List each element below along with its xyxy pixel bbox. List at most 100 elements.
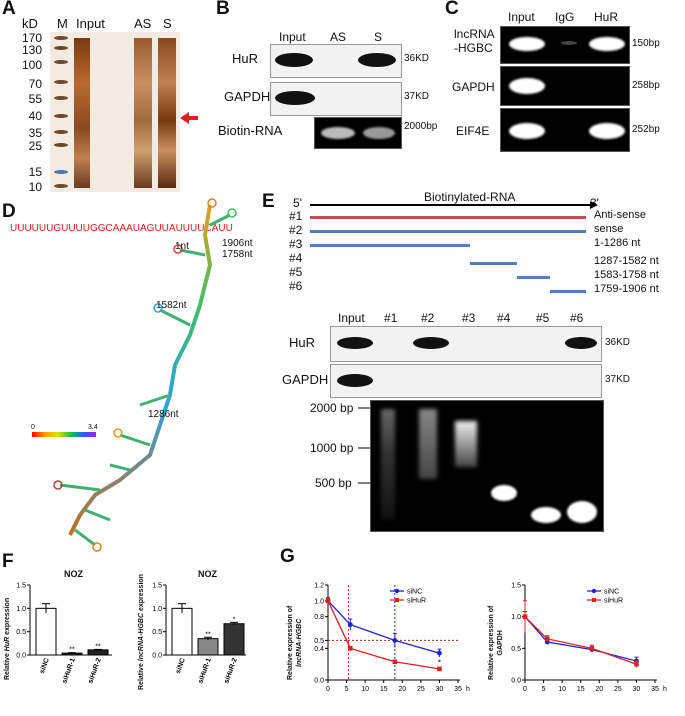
c-row-gapdh: GAPDH — [452, 80, 495, 94]
y-tick-label: 0.0 — [152, 653, 162, 660]
g1-ylabel-line1: Relative expression of — [287, 605, 294, 680]
y-tick-label: 1.0 — [314, 598, 324, 605]
g2-line-chart: 0.0 0.5 1.0 1.5 0 5 10 15 20 25 30 35 h siNC siHuR — [511, 583, 667, 694]
marker-70: 70 — [28, 77, 42, 91]
f2-bar-chart: 0.0 0.5 1.0 1.5 siNC ** siHuR-1 * siHuR-2 — [152, 583, 246, 685]
construct-id: #2 — [289, 223, 303, 237]
construct-id: #5 — [289, 265, 303, 279]
legend-marker — [592, 598, 596, 602]
bar — [223, 623, 245, 656]
panel-b-label: B — [216, 0, 230, 19]
marker-100: 100 — [21, 58, 42, 72]
marker-10: 10 — [28, 180, 42, 194]
marker-40: 40 — [28, 109, 42, 123]
data-point — [437, 650, 442, 656]
x-tick-label: 0 — [326, 686, 330, 693]
x-tick-label: 20 — [398, 686, 406, 693]
b-biotin-rna-size: 2000bp — [404, 121, 438, 132]
c-lane-igg: IgG — [555, 10, 575, 24]
ladder-2000bp: 2000 bp — [310, 401, 354, 415]
annot-1nt: 1nt — [175, 241, 189, 252]
data-point — [522, 614, 528, 619]
construct-desc: 1583-1758 nt — [594, 269, 659, 281]
ladder-500bp: 500 bp — [315, 476, 352, 490]
y-tick-label: 0.0 — [511, 678, 521, 685]
e-hur-blot — [330, 326, 602, 362]
significance-mark: ** — [205, 631, 211, 638]
panel-e-label: E — [262, 191, 275, 212]
y-tick-label: 1.5 — [16, 583, 26, 590]
f1-ylabel-gene: HuR — [4, 636, 11, 652]
y-tick-label: 0.5 — [16, 629, 26, 636]
b-biotin-rna-gel — [314, 117, 402, 149]
b-row-hur: HuR — [232, 51, 259, 66]
y-tick-label: 1.2 — [314, 583, 324, 590]
lane-input-label: Input — [76, 16, 105, 31]
category-label: siHuR-2 — [223, 657, 239, 684]
y-tick-label: 0.4 — [314, 646, 324, 653]
g2-ylabel-line1: Relative expression of — [488, 605, 495, 680]
c-eif4e-size: 252bp — [632, 124, 660, 135]
marker-35: 35 — [28, 126, 42, 140]
construct-id: #3 — [289, 237, 303, 251]
construct-id: #1 — [289, 209, 303, 223]
scale-min: 0 — [31, 424, 35, 431]
y-tick-label: 1.5 — [152, 583, 162, 590]
marker-25: 25 — [28, 139, 42, 153]
as-lane — [134, 38, 152, 188]
c-eif4e-gel — [500, 108, 630, 152]
panel-c-label: C — [445, 0, 459, 19]
marker-55: 55 — [28, 92, 42, 106]
x-tick-label: 20 — [595, 686, 603, 693]
construct-desc: sense — [594, 223, 624, 235]
legend-label: siNC — [407, 589, 422, 596]
s-lane — [158, 38, 176, 188]
x-tick-label: 35 — [454, 686, 462, 693]
input-lane — [74, 38, 90, 188]
legend-label: siHuR — [407, 598, 426, 605]
kd-unit-label: kD — [22, 16, 38, 31]
series-line — [327, 600, 440, 654]
y-tick-label: 0.8 — [314, 614, 324, 621]
series-line — [327, 600, 440, 670]
construct-bar — [310, 244, 471, 247]
e-lane-4: #4 — [497, 311, 511, 325]
f1-bar-chart: 0.0 0.5 1.0 1.5 siNC ** siHuR-1 ** siHuR-2 — [16, 583, 112, 685]
significance-mark: ** — [69, 647, 75, 654]
color-scale-bar — [32, 432, 96, 437]
y-tick-label: 0.0 — [314, 678, 324, 685]
panel-a-label: A — [2, 0, 16, 19]
f2-ylabel: Relative lncRNA-HGBC expression — [138, 574, 145, 690]
lane-as-label: AS — [134, 16, 152, 31]
data-point — [437, 666, 442, 672]
x-tick-label: 25 — [614, 686, 622, 693]
g1-line-chart: 0.0 0.40.5 0.8 1.0 1.2 0 5 10 15 20 25 30 35 h siNC siH… — [314, 583, 470, 694]
y-tick-label: 1.5 — [511, 583, 521, 590]
x-tick-label: 30 — [633, 686, 641, 693]
c-lane-input: Input — [508, 10, 535, 24]
g-line-charts: 0.00.40.50.81.01.20 5 10 15 20 25 30 35 hsiNCsiH… — [314, 583, 667, 694]
marker-lane — [54, 32, 68, 192]
f2-ylabel-post: expression — [138, 574, 145, 613]
panel-g-label: G — [280, 546, 295, 567]
f1-ylabel-pre: Relative — [4, 651, 11, 680]
bar — [197, 638, 219, 656]
e-gapdh-blot — [330, 364, 602, 398]
x-tick-label: 5 — [542, 686, 546, 693]
data-point — [634, 661, 639, 667]
lane-s-label: S — [163, 16, 172, 31]
y-tick-label: 0.5 — [511, 646, 521, 653]
e-agarose-gel — [370, 400, 604, 532]
legend-marker — [591, 588, 597, 594]
panel-d-label: D — [2, 201, 16, 222]
construct-id: #4 — [289, 251, 303, 265]
category-label: siNC — [175, 657, 187, 674]
f2-ylabel-gene: lncRNA-HGBC — [138, 612, 145, 662]
c-gapdh-size: 258bp — [632, 80, 660, 91]
c-row-eif4e: EIF4E — [456, 124, 490, 138]
annot-1286nt: 1286nt — [148, 409, 179, 420]
b-hur-size: 36KD — [404, 53, 430, 64]
b-gapdh-blot — [270, 82, 402, 116]
c-gapdh-gel — [500, 66, 630, 106]
e-hur-size: 36KD — [605, 337, 631, 348]
